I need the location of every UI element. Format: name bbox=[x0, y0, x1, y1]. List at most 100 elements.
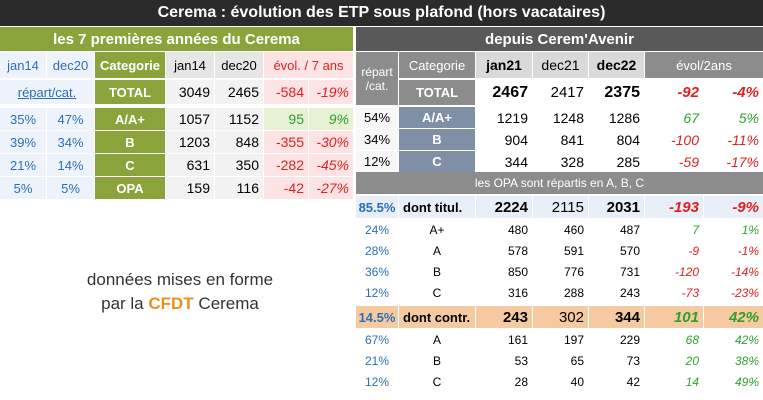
contr-row-category: A bbox=[432, 333, 441, 347]
right-row-repart: 34% bbox=[356, 129, 398, 150]
contr-row-jan21: 28 bbox=[514, 375, 528, 389]
titul-row-pct: -23% bbox=[730, 286, 759, 300]
left-row-jan14-pct: 5% bbox=[0, 177, 46, 199]
left-row-dec20-pct: 5% bbox=[47, 177, 94, 199]
right-col-jan21: jan21 bbox=[476, 52, 532, 78]
left-row-pct: 9% bbox=[309, 108, 353, 130]
contr-row-pct: 38% bbox=[734, 354, 759, 368]
contr-row-evol: 20 bbox=[685, 354, 699, 368]
contr-row-repart: 12% bbox=[364, 375, 390, 389]
contr-row-pct: 49% bbox=[734, 375, 759, 389]
titul-row-dec22: 243 bbox=[619, 286, 640, 300]
repartition-link[interactable]: répart/cat. bbox=[0, 80, 94, 104]
right-repart-label: répart /cat. bbox=[356, 52, 398, 105]
page-title: Cerema : évolution des ETP sous plafond … bbox=[0, 0, 763, 26]
left-total-dec20: 2465 bbox=[215, 80, 263, 104]
right-row-dec22: 1286 bbox=[608, 109, 640, 126]
contr-row-category: B bbox=[432, 354, 441, 368]
left-total-evol: -584 bbox=[264, 80, 308, 104]
right-col-evol: évol/2ans bbox=[645, 52, 763, 78]
right-row-category: B bbox=[399, 129, 475, 150]
contr-dec21: 302 bbox=[533, 306, 588, 328]
opa-note: les OPA sont répartis en A, B, C bbox=[356, 172, 763, 194]
contr-row-jan21: 53 bbox=[514, 354, 528, 368]
contr-repart: 14.5% bbox=[356, 306, 398, 328]
contr-row-category: C bbox=[432, 375, 442, 389]
titul-row-jan21: 316 bbox=[507, 286, 528, 300]
contr-row-dec22: 229 bbox=[619, 333, 640, 347]
contr-row-dec21: 65 bbox=[570, 354, 584, 368]
right-row-dec21: 841 bbox=[560, 131, 584, 148]
right-row-category: A/A+ bbox=[399, 107, 475, 128]
right-repart-text: répart /cat. bbox=[361, 64, 393, 93]
left-row-category: B bbox=[95, 131, 165, 153]
left-row-category: OPA bbox=[95, 177, 165, 199]
caption-pre: par la bbox=[101, 294, 149, 313]
titul-row-repart: 28% bbox=[364, 244, 390, 258]
right-row-jan21: 904 bbox=[504, 131, 528, 148]
right-row-dec22: 804 bbox=[616, 131, 640, 148]
left-row-dec20: 1152 bbox=[215, 108, 263, 130]
left-row-jan14: 631 bbox=[166, 154, 214, 176]
titul-row-jan21: 480 bbox=[507, 223, 528, 237]
titul-dec22: 2031 bbox=[589, 196, 644, 218]
titul-label: dont titul. bbox=[399, 196, 475, 218]
contr-row-pct: 42% bbox=[734, 333, 759, 347]
titul-row-dec21: 460 bbox=[563, 223, 584, 237]
contr-label: dont contr. bbox=[399, 306, 475, 328]
titul-dec21: 2115 bbox=[533, 196, 588, 218]
left-col-evol: évol. / 7 ans bbox=[264, 52, 353, 78]
titul-row-pct: -14% bbox=[730, 265, 759, 279]
titul-row-pct: 1% bbox=[741, 223, 759, 237]
titul-row-category: B bbox=[432, 265, 441, 279]
left-total-jan14: 3049 bbox=[166, 80, 214, 104]
right-col-dec21: dec21 bbox=[533, 52, 588, 78]
caption-line2: par la CFDT Cerema bbox=[40, 292, 320, 316]
cfdt-brand: CFDT bbox=[148, 294, 194, 313]
titul-row-dec22: 570 bbox=[619, 244, 640, 258]
contr-jan21: 243 bbox=[476, 306, 532, 328]
left-row-evol: -355 bbox=[264, 131, 308, 153]
left-row-jan14-pct: 21% bbox=[0, 154, 46, 176]
contr-row-jan21: 161 bbox=[507, 333, 528, 347]
contr-row-dec21: 197 bbox=[563, 333, 584, 347]
titul-row-repart: 24% bbox=[364, 223, 390, 237]
titul-row-jan21: 850 bbox=[507, 265, 528, 279]
titul-row-evol: -73 bbox=[681, 286, 699, 300]
right-row-pct: -17% bbox=[726, 153, 759, 170]
titul-row-dec22: 731 bbox=[619, 265, 640, 279]
right-row-category: C bbox=[399, 151, 475, 172]
right-row-jan21: 344 bbox=[504, 153, 528, 170]
left-row-dec20: 350 bbox=[215, 154, 263, 176]
titul-row-repart: 12% bbox=[364, 286, 390, 300]
right-row-repart: 12% bbox=[356, 151, 398, 172]
right-row-evol: -59 bbox=[678, 153, 699, 170]
contr-row-repart: 67% bbox=[364, 333, 390, 347]
contr-row-evol: 14 bbox=[685, 375, 699, 389]
titul-evol: -193 bbox=[645, 196, 703, 218]
titul-jan21: 2224 bbox=[476, 196, 532, 218]
caption-line1: données mises en forme bbox=[86, 270, 274, 289]
right-total-label: TOTAL bbox=[399, 80, 475, 105]
left-row-evol: 95 bbox=[264, 108, 308, 130]
right-col-dec22: dec22 bbox=[589, 52, 644, 78]
contr-row-repart: 21% bbox=[364, 354, 390, 368]
left-row-dec20-pct: 34% bbox=[47, 131, 94, 153]
right-row-pct: -11% bbox=[727, 131, 759, 148]
right-total-evol: -92 bbox=[677, 84, 699, 101]
left-row-jan14: 1203 bbox=[166, 131, 214, 153]
left-row-dec20-pct: 14% bbox=[47, 154, 94, 176]
left-col-jan14-pct: jan14 bbox=[0, 52, 46, 78]
titul-row-dec22: 487 bbox=[619, 223, 640, 237]
left-row-pct: -27% bbox=[309, 177, 353, 199]
left-table-header: les 7 premières années du Cerema bbox=[0, 27, 353, 51]
right-row-repart: 54% bbox=[356, 107, 398, 128]
right-row-pct: 5% bbox=[738, 109, 759, 126]
titul-repart: 85.5% bbox=[356, 196, 398, 218]
contr-pct: 42% bbox=[704, 306, 763, 328]
caption-post: Cerema bbox=[193, 294, 259, 313]
right-row-evol: -100 bbox=[670, 131, 699, 148]
contr-row-dec22: 42 bbox=[626, 375, 640, 389]
titul-row-dec21: 591 bbox=[563, 244, 584, 258]
right-row-jan21: 1219 bbox=[496, 109, 528, 126]
